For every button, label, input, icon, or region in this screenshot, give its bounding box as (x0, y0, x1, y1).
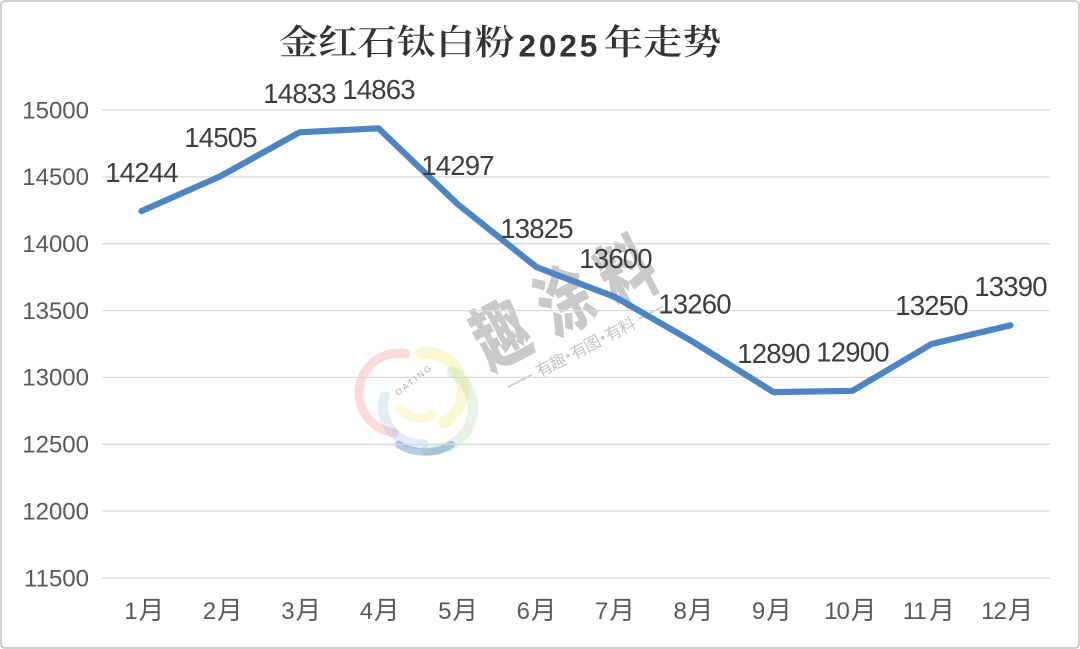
svg-text:9: 9 (752, 598, 765, 625)
svg-text:2025: 2025 (519, 28, 601, 64)
svg-text:14297: 14297 (421, 150, 493, 181)
svg-text:13260: 13260 (658, 289, 731, 320)
svg-text:12500: 12500 (22, 432, 89, 459)
svg-text:5: 5 (438, 598, 451, 625)
svg-text:11500: 11500 (24, 565, 89, 592)
svg-text:13000: 13000 (22, 365, 89, 392)
svg-text:6: 6 (517, 598, 530, 625)
svg-text:1: 1 (124, 598, 137, 625)
svg-text:13390: 13390 (974, 271, 1047, 302)
svg-text:12000: 12000 (22, 498, 89, 525)
svg-text:14244: 14244 (105, 157, 178, 188)
svg-text:13250: 13250 (895, 290, 968, 321)
svg-text:12: 12 (981, 598, 1006, 625)
svg-text:2: 2 (203, 598, 216, 625)
svg-text:3: 3 (281, 598, 294, 625)
svg-text:14833: 14833 (263, 78, 336, 109)
svg-text:14863: 14863 (342, 74, 415, 105)
svg-text:11: 11 (903, 598, 927, 625)
svg-text:13600: 13600 (579, 243, 652, 274)
svg-text:12900: 12900 (816, 337, 889, 368)
svg-text:14505: 14505 (184, 122, 257, 153)
svg-text:10: 10 (824, 598, 849, 625)
svg-text:15000: 15000 (22, 97, 89, 124)
svg-text:14000: 14000 (22, 231, 89, 258)
svg-text:4: 4 (360, 598, 373, 625)
svg-text:13500: 13500 (22, 298, 89, 325)
svg-text:7: 7 (595, 598, 608, 625)
svg-text:14500: 14500 (22, 164, 89, 191)
svg-text:8: 8 (674, 598, 687, 625)
svg-text:12890: 12890 (737, 338, 810, 369)
svg-text:13825: 13825 (500, 213, 573, 244)
